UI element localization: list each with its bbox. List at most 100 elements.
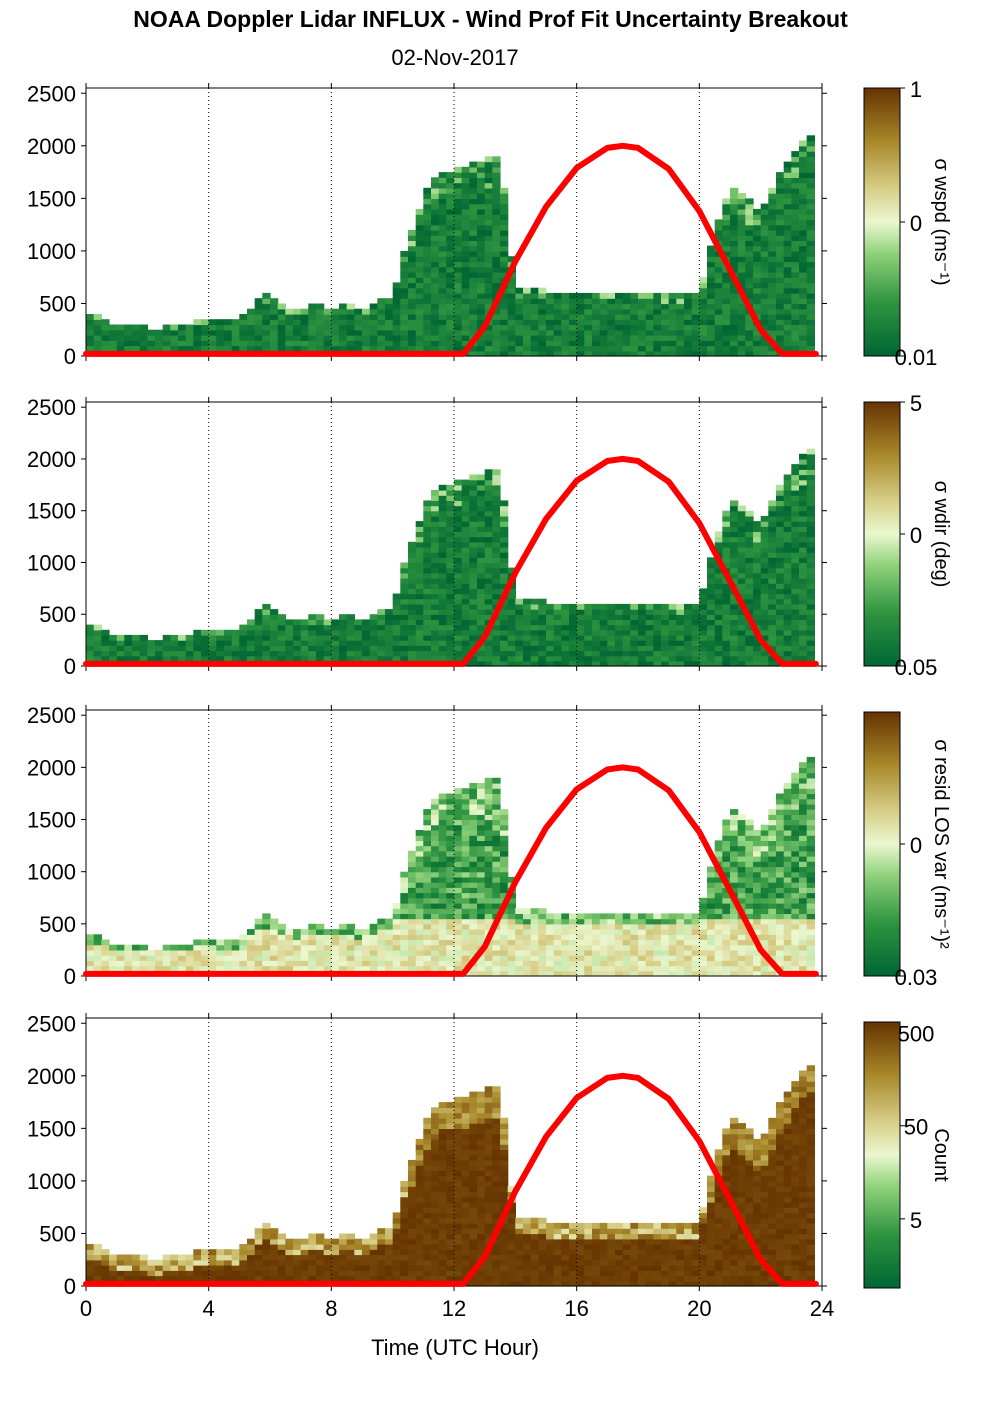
heatmap-cell [469,934,478,941]
heatmap-cell [454,198,463,205]
heatmap-cell [791,777,800,784]
heatmap-cell [615,640,624,646]
heatmap-cell [461,788,470,794]
heatmap-cell [431,531,440,538]
heatmap-cell [630,603,639,610]
heatmap-cell [799,298,808,305]
heatmap-cell [385,629,394,636]
heatmap-cell [791,177,800,184]
heatmap-cell [484,531,493,538]
heatmap-cell [193,955,202,961]
heatmap-cell [101,1265,110,1271]
heatmap-cell [461,287,470,294]
heatmap-cell [346,655,355,662]
heatmap-cell [630,308,639,315]
heatmap-cell [438,634,447,641]
heatmap-cell [423,903,432,909]
heatmap-cell [109,960,118,967]
heatmap-cell [776,866,785,873]
heatmap-cell [469,876,478,883]
heatmap-cell [438,866,447,873]
heatmap-cell [346,944,355,951]
heatmap-cell [507,603,516,610]
heatmap-cell [538,939,547,946]
heatmap-cell [799,887,808,894]
heatmap-cell [622,655,631,662]
heatmap-cell [645,614,654,620]
heatmap-cell [392,934,401,941]
heatmap-cell [500,340,509,347]
heatmap-cell [653,329,662,336]
heatmap-cell [147,329,156,336]
heatmap-cell [392,960,401,967]
heatmap-cell [799,256,808,263]
colorbar-tick-label: 0 [910,523,922,548]
heatmap-cell [155,1275,164,1282]
heatmap-cell [592,939,601,946]
heatmap-cell [454,505,463,512]
heatmap-cell [791,479,800,486]
heatmap-cell [162,645,171,652]
heatmap-cell [553,345,562,352]
heatmap-cell [239,629,248,636]
heatmap-cell [722,308,731,315]
heatmap-cell [645,934,654,941]
heatmap-cell [530,645,539,652]
heatmap-cell [208,345,217,352]
heatmap-cell [446,250,455,257]
heatmap-cell [262,340,271,347]
heatmap-cell [331,655,340,662]
heatmap-cell [408,340,417,347]
heatmap-cell [431,261,440,268]
heatmap-cell [699,324,708,331]
heatmap-cell [461,224,470,231]
heatmap-cell [277,329,286,336]
heatmap-cell [162,955,171,961]
heatmap-cell [461,803,470,810]
heatmap-cell [262,634,271,641]
heatmap-cell [538,929,547,935]
heatmap-cell [216,634,225,641]
heatmap-cell [446,840,455,847]
heatmap-cell [799,193,808,199]
heatmap-cell [638,944,647,951]
heatmap-cell [684,645,693,652]
heatmap-cell [469,562,478,569]
heatmap-cell [783,572,792,579]
heatmap-cell [469,814,478,821]
heatmap-cell [423,583,432,589]
heatmap-cell [477,187,486,194]
heatmap-cell [492,319,501,326]
heatmap-cell [461,588,470,595]
heatmap-cell [461,944,470,951]
heatmap-cell [454,793,463,800]
heatmap-cell [408,960,417,967]
heatmap-cell [116,329,125,336]
heatmap-cell [515,287,524,294]
heatmap-cell [492,510,501,517]
heatmap-cell [446,282,455,289]
heatmap-cell [638,340,647,347]
heatmap-cell [484,923,493,930]
heatmap-cell [722,629,731,636]
heatmap-cell [346,645,355,652]
heatmap-cell [454,510,463,517]
heatmap-cell [477,474,486,481]
heatmap-cell [507,292,516,299]
heatmap-cell [776,250,785,257]
heatmap-cell [492,824,501,831]
heatmap-cell [791,835,800,841]
heatmap-cell [760,856,769,862]
heatmap-cell [369,629,378,636]
heatmap-cell [454,918,463,925]
heatmap-cell [415,939,424,946]
heatmap-cell [316,340,325,347]
heatmap-cell [806,944,815,951]
heatmap-cell [737,588,746,595]
heatmap-cell [500,515,509,522]
heatmap-cell [768,214,777,220]
heatmap-cell [576,949,585,956]
heatmap-cell [93,944,102,951]
heatmap-cell [569,939,578,946]
heatmap-cell [653,609,662,615]
